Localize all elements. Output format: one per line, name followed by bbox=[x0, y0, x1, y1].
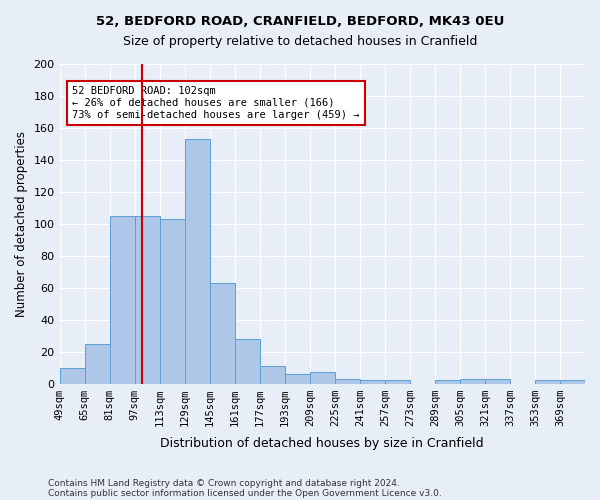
Bar bbox=[185, 139, 209, 384]
Bar bbox=[260, 366, 285, 384]
X-axis label: Distribution of detached houses by size in Cranfield: Distribution of detached houses by size … bbox=[160, 437, 484, 450]
Bar bbox=[285, 374, 310, 384]
Bar bbox=[85, 344, 110, 384]
Bar bbox=[59, 368, 85, 384]
Text: Contains public sector information licensed under the Open Government Licence v3: Contains public sector information licen… bbox=[48, 488, 442, 498]
Bar bbox=[235, 339, 260, 384]
Text: Contains HM Land Registry data © Crown copyright and database right 2024.: Contains HM Land Registry data © Crown c… bbox=[48, 478, 400, 488]
Text: 52 BEDFORD ROAD: 102sqm
← 26% of detached houses are smaller (166)
73% of semi-d: 52 BEDFORD ROAD: 102sqm ← 26% of detache… bbox=[72, 86, 359, 120]
Bar bbox=[209, 283, 235, 384]
Bar bbox=[385, 380, 410, 384]
Y-axis label: Number of detached properties: Number of detached properties bbox=[15, 131, 28, 317]
Bar bbox=[310, 372, 335, 384]
Text: 52, BEDFORD ROAD, CRANFIELD, BEDFORD, MK43 0EU: 52, BEDFORD ROAD, CRANFIELD, BEDFORD, MK… bbox=[96, 15, 504, 28]
Bar bbox=[360, 380, 385, 384]
Bar bbox=[110, 216, 134, 384]
Text: Size of property relative to detached houses in Cranfield: Size of property relative to detached ho… bbox=[123, 35, 477, 48]
Bar bbox=[485, 378, 510, 384]
Bar bbox=[560, 380, 585, 384]
Bar bbox=[160, 219, 185, 384]
Bar bbox=[134, 216, 160, 384]
Bar bbox=[435, 380, 460, 384]
Bar bbox=[335, 378, 360, 384]
Bar bbox=[460, 378, 485, 384]
Bar bbox=[535, 380, 560, 384]
